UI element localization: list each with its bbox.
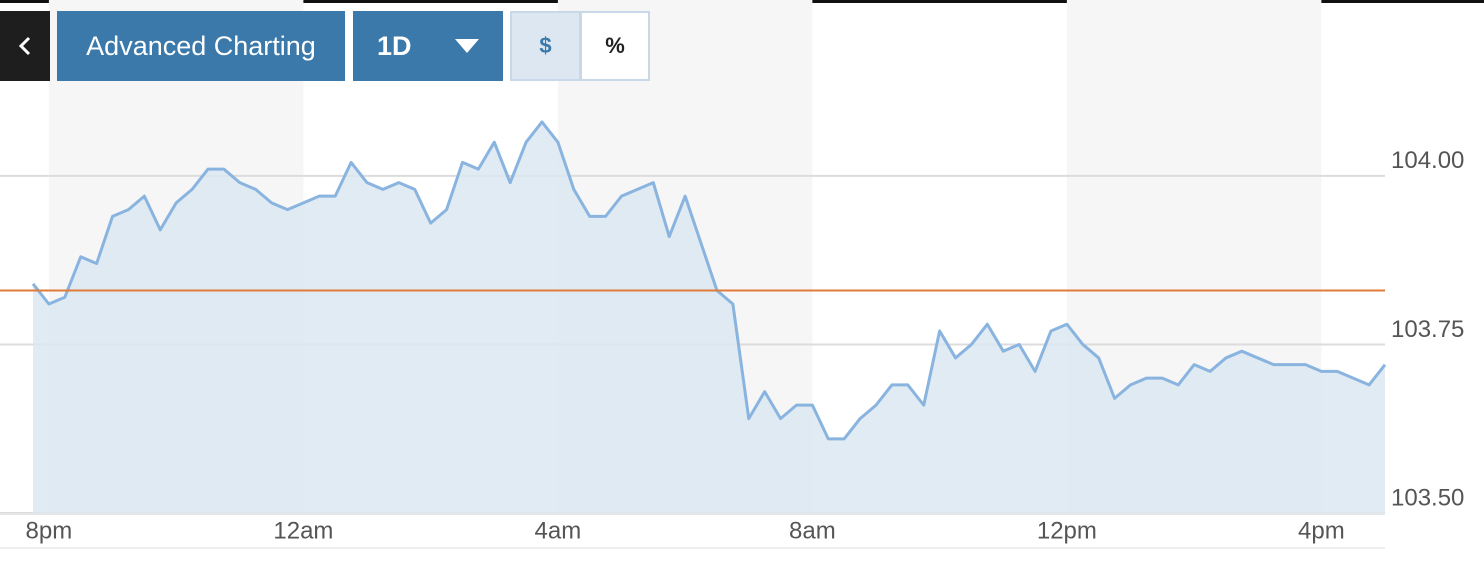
area — [33, 121, 1385, 513]
y-tick-label: 103.50 — [1391, 484, 1464, 511]
x-tick-label: 4am — [535, 517, 582, 544]
advanced-charting-button[interactable]: Advanced Charting — [57, 11, 345, 81]
y-tick-label: 104.00 — [1391, 147, 1464, 174]
x-tick-label: 8am — [789, 517, 836, 544]
x-tick-label: 12pm — [1037, 517, 1097, 544]
x-tick-label: 8pm — [26, 517, 73, 544]
x-tick-label: 12am — [273, 517, 333, 544]
y-tick-label: 103.75 — [1391, 316, 1464, 343]
period-dropdown[interactable]: 1D — [353, 11, 503, 81]
x-tick-label: 4pm — [1298, 517, 1345, 544]
time-band — [1066, 0, 1322, 513]
dropdown-arrow — [455, 39, 479, 53]
top-border — [0, 0, 1484, 3]
period-label: 1D — [377, 30, 412, 61]
percent-toggle[interactable]: % — [580, 11, 650, 81]
chevron-icon — [18, 36, 31, 56]
dollar-toggle[interactable]: $ — [510, 11, 581, 81]
price-line — [31, 120, 1387, 441]
back-button[interactable] — [0, 11, 50, 81]
